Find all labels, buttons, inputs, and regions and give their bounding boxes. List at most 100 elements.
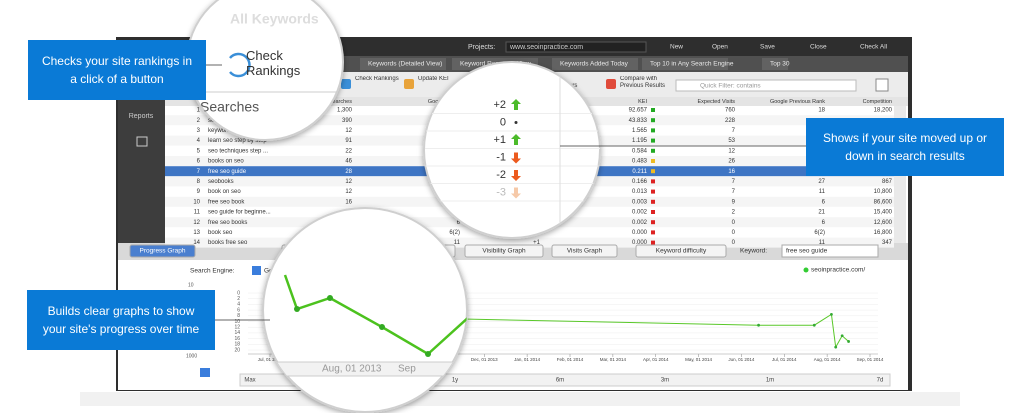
top-button: Check All [860,44,888,51]
zoom-button-box: Check Rankings [246,48,301,78]
cell: 390 [342,118,353,124]
y-tick-label: 2 [237,296,240,302]
tab-label: Keywords (Detailed View) [368,61,442,68]
rank-point [812,323,816,327]
x-tick-label: May, 01 2014 [685,357,712,362]
cell: 7 [732,189,736,195]
x-tick-label: Jul, 01 2013 [258,357,283,362]
column-header: Google Previous Rank [770,99,825,105]
cell: 10,800 [874,189,893,195]
cell: 0.003 [632,199,648,205]
kei-flag [651,138,655,143]
magnifier [423,61,601,239]
tab [642,58,728,70]
cell: 86,600 [874,199,893,205]
tab-label: Keywords Added Today [560,61,629,68]
zoom-graph-point [425,351,431,357]
sidebar [118,97,165,243]
cell: 1.565 [632,128,648,134]
cell: book on seo [208,189,241,195]
cell: 16 [345,199,352,205]
toolbar-icon [404,79,414,89]
rank-point [757,323,760,327]
y-tick-label: 18 [234,342,240,348]
callout-text: Builds clear graphs to show your site's … [42,304,200,336]
cell: 16 [728,169,735,175]
column-header: Searches [329,99,352,105]
bottom-tab [464,244,544,258]
column-header: KEI [638,99,647,105]
bottom-tab-label: Visibility Graph [482,248,526,255]
cell: 12 [345,179,352,185]
engine-icon [252,266,261,275]
sidebar-label: Reports [129,113,154,120]
kei-flag [651,189,655,194]
top-button: New [670,44,683,51]
cell: 26 [728,159,735,165]
cell: learn seo step by step [208,138,267,144]
range-icon [200,368,210,377]
row-stripe [165,237,894,248]
y-tick-label: 20 [234,347,240,353]
callout-box: Checks your site rankings in a click of … [42,54,192,86]
cell: 6 [822,199,826,205]
x-tick-label: Aug, 01 2014 [814,357,841,362]
cell: 2 [197,118,201,124]
zoom-range-bar [263,361,467,377]
cell: 0.483 [632,159,648,165]
cell: 9 [197,189,201,195]
kei-flag [651,159,655,163]
toolbar-item[interactable]: Update KEI [418,76,449,82]
cell: 867 [882,179,893,185]
tab [360,58,446,70]
zoom-change: -3 [496,186,506,198]
magnifier-content: Aug, 01 2013 Sep [263,274,467,377]
cell: seobooks [208,179,234,185]
toolbar-icon [341,79,351,89]
cell: 0.211 [632,169,647,175]
cell: books free seo [208,240,248,246]
rank-point [834,345,838,349]
toolbar-item[interactable]: Check Rankings [355,76,399,82]
cell: 10 [193,199,200,205]
zoom-header: All Keywords [230,11,319,27]
cell: 11 [194,210,201,216]
x-tick-label: Apr, 01 2014 [643,357,669,362]
y-tick-label: 8 [237,313,240,319]
zoom-button[interactable]: Check Rankings [246,48,301,78]
engine-label: Search Engine: [190,268,235,275]
zoom-x-label: Aug, 01 2013 [322,364,382,375]
cell: 11 [454,240,461,246]
cell: 0.584 [632,148,648,154]
cell: 0.013 [632,189,648,195]
column-header: Expected Visits [697,99,735,105]
zoom-arrow [511,99,521,110]
tab [762,58,788,70]
cell: 18,200 [874,108,893,114]
rank-point [840,334,844,338]
keyword-label: Keyword: [740,248,767,255]
cell: +1 [533,240,541,246]
cell: seo guide for beginne... [208,210,271,216]
range-label: Max [244,378,255,384]
cell: 1.195 [632,138,648,144]
cell: 8 [197,179,201,185]
y-tick-label: 0 [237,290,240,296]
rank-point [830,312,833,316]
refresh-icon [229,52,251,78]
x-tick-label: Dec, 01 2013 [471,357,498,362]
zoom-graph-line [283,274,467,356]
cell: 0.000 [632,240,648,246]
toolbar-item[interactable]: Compare with Previous Results [620,76,666,89]
range-label: 6m [556,378,564,384]
toolbar-item-box: Compare with Previous Results [620,76,666,89]
cell: 11 [819,240,826,246]
y-label-top: 10 [188,282,194,288]
reports-icon [136,136,148,147]
kei-flag [651,230,655,235]
x-tick-label: Jun, 01 2014 [728,357,755,362]
range-label: 3m [661,378,669,384]
kei-flag [651,128,655,133]
x-tick-label: Mar, 01 2014 [600,357,627,362]
